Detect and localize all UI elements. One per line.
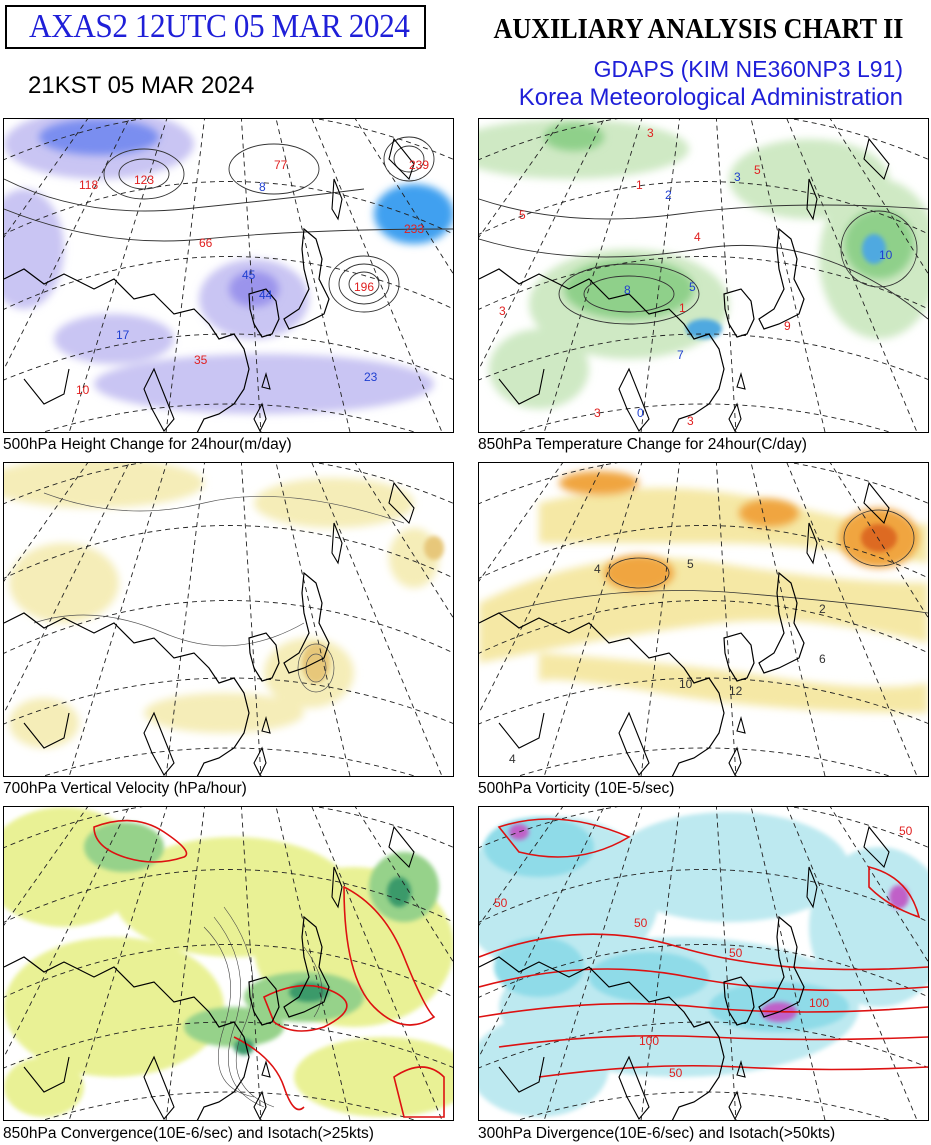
caption-vertical-velocity: 700hPa Vertical Velocity (hPa/hour) [3,780,247,797]
svg-text:2: 2 [665,188,672,202]
svg-text:4: 4 [694,230,701,244]
svg-text:3: 3 [734,170,741,184]
svg-text:50: 50 [899,824,913,838]
svg-text:0: 0 [637,406,644,420]
svg-text:35: 35 [194,353,208,367]
svg-text:10: 10 [679,677,693,691]
svg-text:10: 10 [76,383,90,397]
caption-vorticity: 500hPa Vorticity (10E-5/sec) [478,780,675,797]
svg-text:123: 123 [134,173,154,187]
svg-text:23: 23 [364,370,378,384]
agency-name: Korea Meteorological Administration [518,84,903,111]
svg-text:8: 8 [624,283,631,297]
svg-text:6: 6 [819,652,826,666]
svg-text:12: 12 [729,684,743,698]
vertical-velocity-map [3,462,454,777]
svg-text:1: 1 [636,178,643,192]
model-name: GDAPS (KIM NE360NP3 L91) [593,56,903,82]
caption-divergence: 300hPa Divergence(10E-6/sec) and Isotach… [478,1125,836,1142]
product-code: AXAS2 12UTC 05 MAR 2024 [29,8,410,45]
svg-text:9: 9 [784,319,791,333]
svg-text:5: 5 [754,163,761,177]
svg-text:1: 1 [679,301,686,315]
caption-height-change: 500hPa Height Change for 24hour(m/day) [3,436,292,453]
svg-text:7: 7 [677,348,684,362]
product-code-box: AXAS2 12UTC 05 MAR 2024 [5,5,426,49]
svg-text:2: 2 [819,602,826,616]
local-time: 21KST 05 MAR 2024 [28,72,255,99]
caption-convergence: 850hPa Convergence(10E-6/sec) and Isotac… [3,1125,374,1142]
svg-text:239: 239 [409,158,429,172]
svg-text:100: 100 [639,1034,659,1048]
svg-text:77: 77 [274,158,288,172]
svg-text:233: 233 [404,222,424,236]
svg-text:50: 50 [494,896,508,910]
svg-text:4: 4 [594,562,601,576]
vorticity-map: 4 5 2 6 4 10 12 [478,462,929,777]
svg-text:66: 66 [199,236,213,250]
caption-temperature-change: 850hPa Temperature Change for 24hour(C/d… [478,436,807,453]
convergence-map [3,806,454,1121]
svg-text:118: 118 [79,178,98,192]
svg-text:5: 5 [519,208,526,222]
svg-text:3: 3 [594,406,601,420]
svg-text:196: 196 [354,280,374,294]
svg-text:44: 44 [259,288,273,302]
chart-title: AUXILIARY ANALYSIS CHART II [493,13,903,45]
svg-text:4: 4 [509,752,516,766]
svg-text:3: 3 [499,304,506,318]
svg-text:50: 50 [669,1066,683,1080]
svg-text:5: 5 [689,280,696,294]
svg-text:17: 17 [116,328,130,342]
svg-text:50: 50 [634,916,648,930]
svg-text:3: 3 [647,126,654,140]
svg-text:45: 45 [242,268,256,282]
svg-text:50: 50 [729,946,743,960]
svg-text:3: 3 [687,414,694,428]
svg-text:10: 10 [879,248,893,262]
svg-text:5: 5 [687,557,694,571]
svg-text:100: 100 [809,996,829,1010]
svg-text:8: 8 [259,180,266,194]
height-change-map: 118 123 66 77 35 10 196 233 239 8 44 45 17 23 [3,118,454,433]
divergence-map: 50 50 50 100 50 100 50 [478,806,929,1121]
